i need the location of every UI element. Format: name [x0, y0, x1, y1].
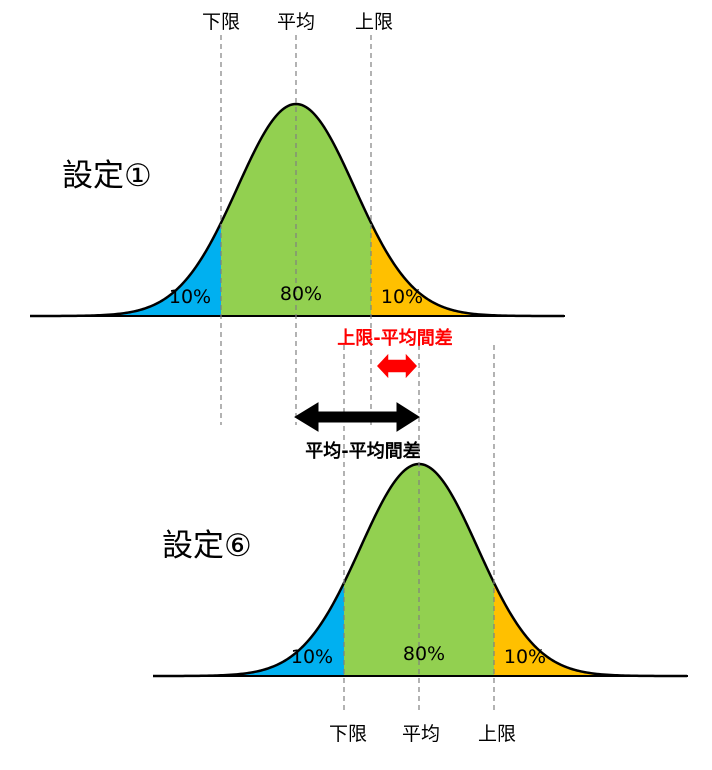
top-setting-label: 設定①	[62, 158, 152, 194]
upper-diff-double-arrow	[374, 350, 420, 382]
upper-diff-arrow-group: 上限-平均間差	[337, 327, 453, 382]
top-left-pct: 10%	[169, 286, 211, 308]
top-right-tail-fill	[371, 104, 565, 316]
bottom-right-tail-fill	[494, 464, 688, 676]
top-right-pct: 10%	[381, 286, 423, 308]
bottom-lower-label: 下限	[329, 723, 367, 745]
top-upper-label: 上限	[355, 11, 393, 33]
mean-diff-label: 平均-平均間差	[305, 440, 420, 462]
upper-diff-label: 上限-平均間差	[337, 327, 452, 349]
mean-diff-double-arrow	[294, 402, 420, 432]
bottom-right-pct: 10%	[504, 646, 546, 668]
bottom-distribution: 下限 平均 上限 設定⑥ 10% 80% 10%	[153, 345, 688, 745]
bottom-bell-curve	[153, 462, 687, 678]
bottom-setting-label: 設定⑥	[162, 528, 252, 564]
top-distribution: 下限 平均 上限 設定① 10% 80% 10%	[30, 11, 565, 425]
top-bell-curve	[30, 102, 564, 318]
bottom-upper-label: 上限	[478, 723, 516, 745]
top-lower-label: 下限	[202, 11, 240, 33]
top-center-pct: 80%	[280, 283, 322, 305]
bottom-mean-label: 平均	[402, 723, 440, 745]
top-mean-label: 平均	[277, 11, 315, 33]
mean-diff-arrow-group: 平均-平均間差	[294, 402, 421, 462]
top-left-tail-fill	[30, 104, 221, 316]
bottom-center-pct: 80%	[403, 643, 445, 665]
bottom-left-pct: 10%	[291, 646, 333, 668]
